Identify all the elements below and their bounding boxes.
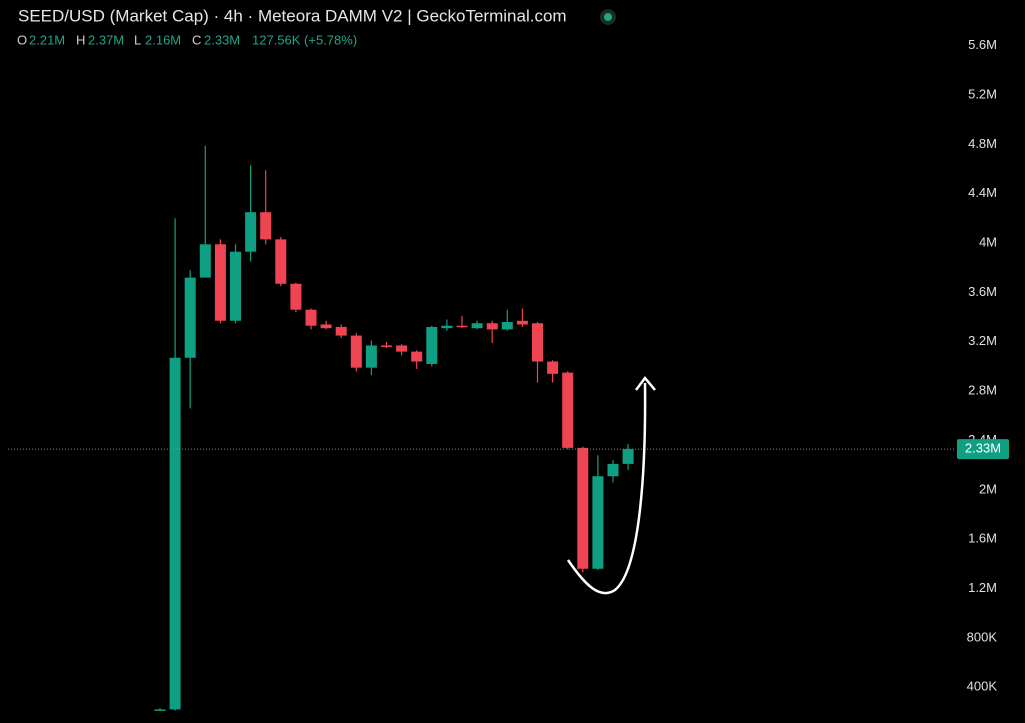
legend-value: 2.16M	[145, 32, 181, 47]
y-tick-label: 2M	[979, 481, 997, 496]
candle-body	[622, 449, 634, 464]
candle-body	[547, 361, 559, 374]
candle-body	[245, 212, 257, 252]
legend-key: L	[134, 32, 141, 47]
y-tick-label: 4.4M	[968, 185, 997, 200]
y-tick-label: 1.6M	[968, 531, 997, 546]
candle-body	[199, 244, 211, 278]
y-tick-label: 3.6M	[968, 284, 997, 299]
candle-body	[335, 326, 347, 336]
candle-body	[471, 323, 483, 329]
y-tick-label: 1.2M	[968, 580, 997, 595]
y-tick-label: 3.2M	[968, 333, 997, 348]
y-tick-label: 400K	[967, 679, 998, 694]
legend-key: H	[76, 32, 85, 47]
plot: 400K800K1.2M1.6M2M2.4M2.8M3.2M3.6M4M4.4M…	[8, 37, 997, 711]
y-tick-label: 5.2M	[968, 86, 997, 101]
candle-body	[562, 372, 574, 448]
legend-value: 2.21M	[29, 32, 65, 47]
candle-body	[441, 325, 453, 329]
candle-body	[184, 277, 196, 358]
y-tick-label: 4.8M	[968, 136, 997, 151]
y-tick-label: 5.6M	[968, 37, 997, 52]
legend-key: O	[17, 32, 27, 47]
candle-body	[532, 323, 543, 362]
legend-change: 127.56K (+5.78%)	[252, 32, 357, 47]
y-tick-label: 2.8M	[968, 383, 997, 398]
candle-body	[426, 326, 438, 364]
candle-body	[214, 244, 226, 321]
candle-body	[456, 325, 468, 328]
candle-body	[169, 357, 181, 710]
chart-title: SEED/USD (Market Cap) · 4h · Meteora DAM…	[18, 6, 567, 25]
candle-body	[154, 709, 166, 711]
candle-body	[275, 239, 287, 284]
candle-body	[577, 447, 589, 569]
price-label-bg	[957, 439, 1009, 460]
candle-body	[320, 324, 332, 329]
annotation-arrowhead	[635, 375, 656, 391]
candle-body	[516, 320, 528, 325]
candle-body	[365, 345, 377, 368]
legend-key: C	[192, 32, 201, 47]
y-tick-label: 800K	[967, 629, 998, 644]
candle-body	[592, 476, 604, 569]
annotation-arrow	[566, 382, 647, 595]
candle-body	[486, 323, 498, 330]
price-label: 2.33M	[965, 441, 1001, 456]
candle-body	[260, 212, 272, 240]
legend-value: 2.33M	[204, 32, 240, 47]
status-dot	[604, 13, 612, 21]
candle-body	[501, 322, 513, 330]
y-tick-label: 4M	[979, 234, 997, 249]
candle-body	[381, 345, 392, 347]
candle-body	[607, 463, 619, 477]
candle-body	[305, 309, 317, 326]
candle-body	[290, 283, 302, 310]
candle-body	[396, 345, 408, 352]
candle-body	[350, 335, 362, 368]
candle-body	[230, 251, 241, 321]
candle-body	[411, 351, 423, 362]
legend-value: 2.37M	[88, 32, 124, 47]
